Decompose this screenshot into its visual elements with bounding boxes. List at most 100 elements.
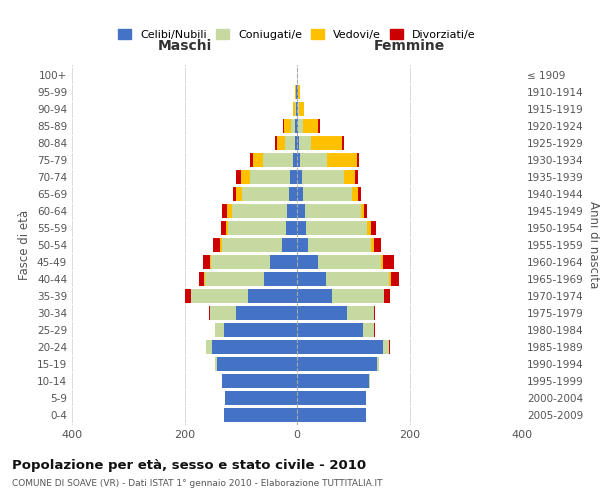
Bar <box>297 340 383 354</box>
Bar <box>253 153 263 167</box>
Bar <box>221 204 227 218</box>
Bar <box>297 187 302 201</box>
Bar <box>209 306 210 320</box>
Bar <box>383 340 389 354</box>
Bar <box>356 153 359 167</box>
Bar <box>374 306 375 320</box>
Bar <box>283 119 284 133</box>
Bar <box>233 187 236 201</box>
Bar <box>297 136 299 150</box>
Bar <box>211 255 270 269</box>
Bar <box>302 119 319 133</box>
Bar <box>297 204 305 218</box>
Bar <box>358 187 361 201</box>
Bar <box>297 323 364 337</box>
Bar <box>297 119 298 133</box>
Bar <box>326 272 389 286</box>
Bar <box>224 408 297 422</box>
Bar <box>286 221 297 235</box>
Bar <box>221 221 226 235</box>
Bar <box>275 136 277 150</box>
Bar <box>211 306 236 320</box>
Bar <box>284 119 291 133</box>
Bar <box>371 221 376 235</box>
Bar <box>344 170 355 184</box>
Bar <box>298 119 302 133</box>
Bar <box>212 340 297 354</box>
Bar <box>263 153 293 167</box>
Bar <box>228 221 286 235</box>
Bar <box>297 153 301 167</box>
Bar <box>364 204 367 218</box>
Bar <box>265 272 297 286</box>
Bar <box>204 272 205 286</box>
Bar <box>290 170 297 184</box>
Bar <box>295 119 297 133</box>
Bar <box>377 357 379 371</box>
Bar <box>215 323 224 337</box>
Bar <box>299 102 304 116</box>
Bar <box>291 119 295 133</box>
Bar <box>213 238 220 252</box>
Bar <box>236 170 241 184</box>
Bar <box>364 323 373 337</box>
Bar <box>319 255 382 269</box>
Bar <box>277 136 284 150</box>
Bar <box>389 340 390 354</box>
Bar <box>226 221 228 235</box>
Bar <box>203 255 210 269</box>
Bar <box>224 323 297 337</box>
Bar <box>215 357 217 371</box>
Bar <box>293 102 295 116</box>
Bar <box>250 170 290 184</box>
Bar <box>319 119 320 133</box>
Bar <box>199 272 204 286</box>
Bar <box>236 306 297 320</box>
Bar <box>301 153 328 167</box>
Bar <box>297 306 347 320</box>
Bar <box>222 374 297 388</box>
Bar <box>302 170 344 184</box>
Bar <box>283 238 297 252</box>
Bar <box>361 204 364 218</box>
Bar <box>284 136 295 150</box>
Bar <box>342 136 344 150</box>
Bar <box>297 221 306 235</box>
Bar <box>206 340 212 354</box>
Bar <box>287 204 297 218</box>
Bar <box>295 85 296 99</box>
Legend: Celibi/Nubili, Coniugati/e, Vedovi/e, Divorziati/e: Celibi/Nubili, Coniugati/e, Vedovi/e, Di… <box>113 24 481 46</box>
Bar <box>305 204 361 218</box>
Bar <box>236 187 242 201</box>
Bar <box>217 357 297 371</box>
Bar <box>298 85 301 99</box>
Bar <box>355 170 358 184</box>
Text: Femmine: Femmine <box>374 39 445 53</box>
Bar <box>352 187 358 201</box>
Bar <box>374 238 381 252</box>
Y-axis label: Anni di nascita: Anni di nascita <box>587 202 600 288</box>
Bar <box>311 136 342 150</box>
Bar <box>383 255 394 269</box>
Bar <box>250 153 253 167</box>
Bar <box>297 408 365 422</box>
Bar <box>293 153 297 167</box>
Bar <box>297 255 319 269</box>
Bar <box>221 238 283 252</box>
Bar <box>297 357 377 371</box>
Bar <box>289 187 297 201</box>
Text: Maschi: Maschi <box>157 39 212 53</box>
Bar <box>347 306 373 320</box>
Bar <box>191 289 248 303</box>
Bar <box>297 289 332 303</box>
Bar <box>297 272 326 286</box>
Y-axis label: Fasce di età: Fasce di età <box>19 210 31 280</box>
Bar <box>220 238 221 252</box>
Bar <box>382 255 383 269</box>
Text: Popolazione per età, sesso e stato civile - 2010: Popolazione per età, sesso e stato civil… <box>12 459 366 472</box>
Text: COMUNE DI SOAVE (VR) - Dati ISTAT 1° gennaio 2010 - Elaborazione TUTTITALIA.IT: COMUNE DI SOAVE (VR) - Dati ISTAT 1° gen… <box>12 479 383 488</box>
Bar <box>308 238 371 252</box>
Bar <box>210 255 211 269</box>
Bar <box>297 170 302 184</box>
Bar <box>297 391 365 405</box>
